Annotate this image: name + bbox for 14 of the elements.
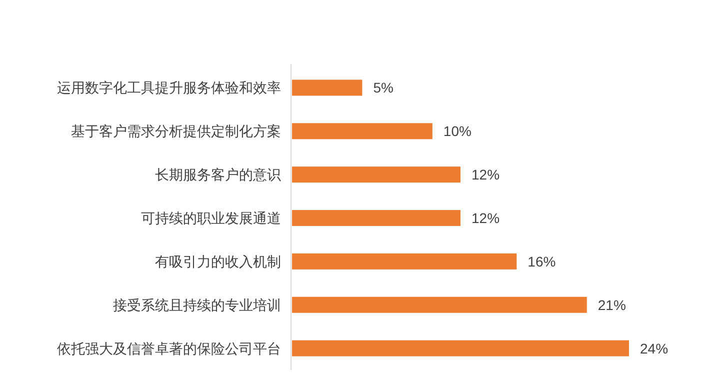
data-label: 21% — [598, 296, 626, 313]
data-label: 12% — [472, 166, 500, 183]
category-label: 接受系统且持续的专业培训 — [113, 296, 281, 313]
data-label: 5% — [373, 80, 394, 96]
data-label: 16% — [528, 253, 556, 270]
category-label: 基于客户需求分析提供定制化方案 — [71, 123, 281, 140]
data-label: 10% — [443, 123, 472, 140]
category-label: 有吸引力的收入机制 — [155, 253, 281, 270]
category-label: 依托强大及信誉卓著的保险公司平台 — [57, 340, 281, 356]
category-label: 可持续的职业发展通道 — [141, 210, 281, 226]
data-label: 12% — [472, 210, 500, 226]
data-label: 24% — [640, 340, 668, 356]
category-label: 运用数字化工具提升服务体验和效率 — [57, 80, 281, 96]
category-label: 长期服务客户的意识 — [155, 166, 281, 183]
